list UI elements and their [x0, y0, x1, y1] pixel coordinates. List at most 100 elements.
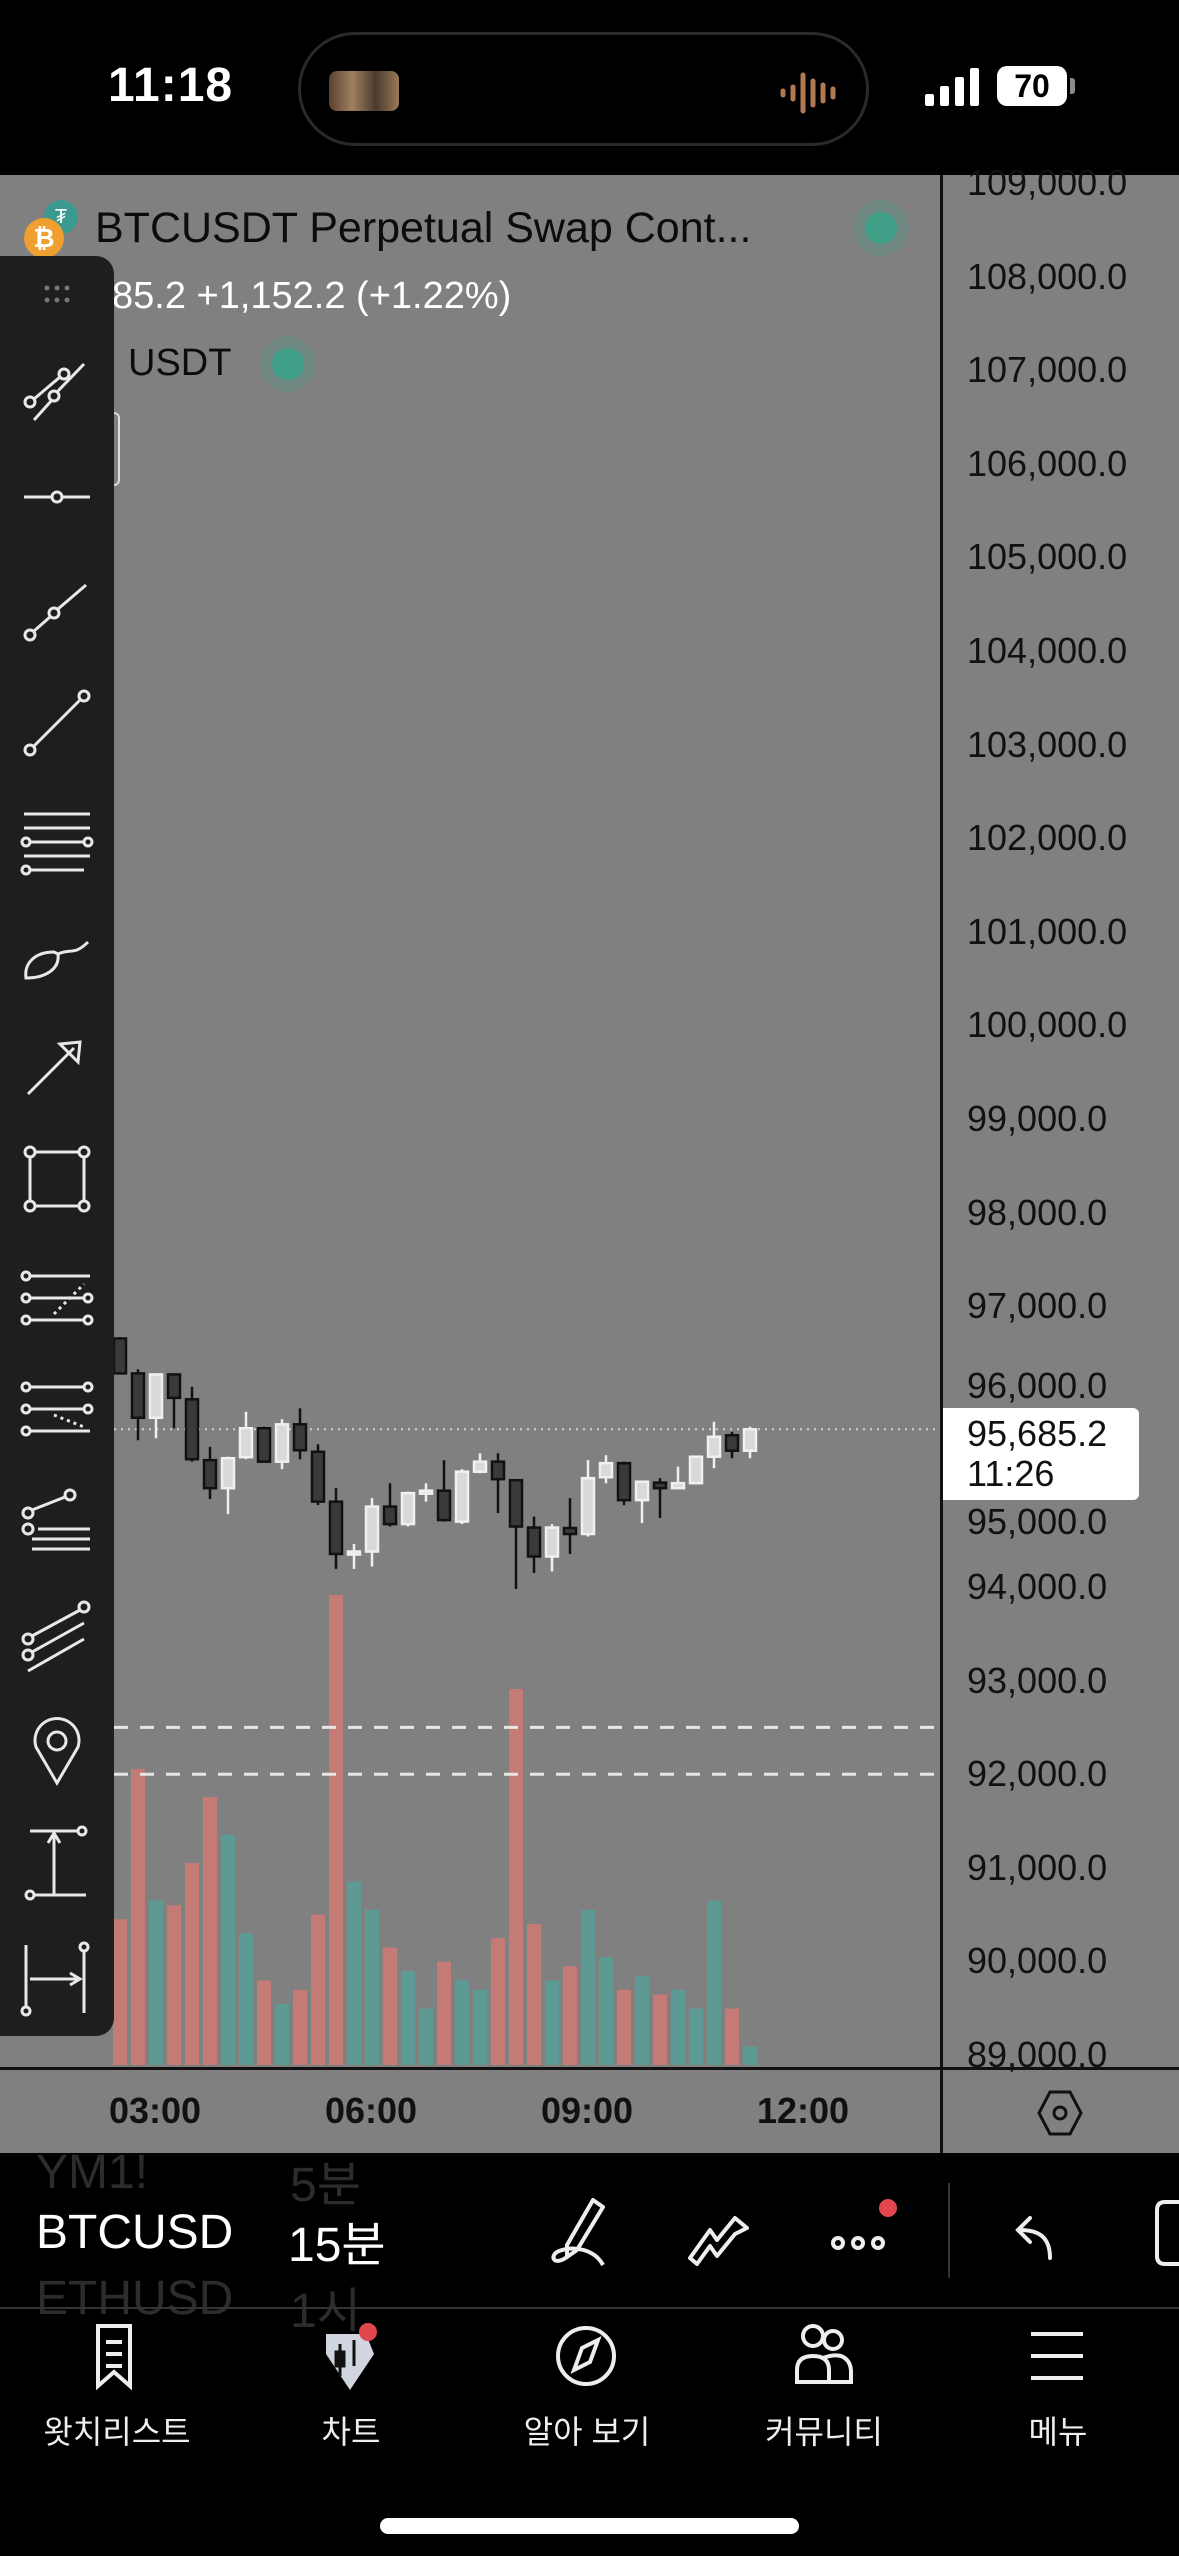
- candle-body: [328, 1500, 344, 1556]
- date-range-icon: [20, 1941, 90, 2017]
- pencil-icon[interactable]: [545, 2195, 615, 2270]
- interval-selector[interactable]: 15분: [288, 2219, 386, 2272]
- price-axis-label: 101,000.0: [967, 910, 1128, 952]
- tool-pitchfork[interactable]: [14, 1479, 100, 1565]
- undo-icon[interactable]: [1010, 2208, 1060, 2268]
- candle-body: [742, 1428, 758, 1452]
- volume-bar: [347, 1881, 361, 2065]
- dynamic-island[interactable]: [298, 32, 869, 146]
- more-options-icon[interactable]: [828, 2193, 900, 2263]
- volume-bar: [635, 1975, 649, 2065]
- tool-fib-retracement[interactable]: [14, 1254, 100, 1340]
- tool-pin[interactable]: [14, 1707, 100, 1793]
- drawing-toolbar: [0, 256, 114, 2036]
- tab-label: 차트: [321, 2414, 381, 2450]
- candle-body: [130, 1372, 146, 1420]
- candle-body: [544, 1526, 560, 1558]
- price-axis-label: 97,000.0: [967, 1285, 1108, 1327]
- alert-clock-icon[interactable]: [272, 348, 304, 380]
- tool-drag-handle[interactable]: [14, 251, 100, 337]
- price-axis-label: 91,000.0: [967, 1846, 1108, 1888]
- symbol-prev[interactable]: YM1!: [36, 2146, 149, 2199]
- volume-bar: [383, 1947, 397, 2065]
- tab-label: 메뉴: [1028, 2414, 1088, 2450]
- volume-bar: [473, 1989, 487, 2065]
- volume-bar: [257, 1980, 271, 2065]
- tool-line-segment[interactable]: [14, 680, 100, 766]
- symbol-title[interactable]: BTCUSDT Perpetual Swap Cont...: [95, 204, 752, 252]
- tool-rectangle[interactable]: [14, 1136, 100, 1222]
- audio-waveform-icon: [780, 72, 836, 114]
- tab-watchlist[interactable]: 왓치리스트: [17, 2320, 217, 2453]
- compass-icon: [556, 2326, 616, 2386]
- tool-fib-extension[interactable]: [14, 1365, 100, 1451]
- candle-body: [436, 1489, 452, 1522]
- candle-body: [238, 1427, 254, 1459]
- tool-horizontal-ray[interactable]: [14, 454, 100, 540]
- fullscreen-icon[interactable]: [1145, 2198, 1179, 2268]
- tab-label: 커뮤니티: [765, 2414, 883, 2450]
- horizontal-ray-icon: [24, 490, 90, 504]
- tool-date-range[interactable]: [14, 1935, 100, 2021]
- price-axis-label: 104,000.0: [967, 630, 1128, 671]
- candle-body: [526, 1526, 542, 1558]
- price-axis-label: 105,000.0: [967, 536, 1128, 578]
- volume-bar: [509, 1689, 523, 2065]
- tool-parallel-channel[interactable]: [14, 1593, 100, 1679]
- volume-bar: [689, 2008, 703, 2065]
- candle-body: [256, 1427, 272, 1463]
- candle-body: [202, 1458, 218, 1490]
- current-price-label: 95,685.2 11:26: [943, 1408, 1139, 1500]
- tool-trend-line[interactable]: [14, 344, 100, 430]
- interval-next[interactable]: 1시: [290, 2285, 361, 2338]
- time-axis-label: 06:00: [324, 2090, 418, 2131]
- watchlist-icon: [96, 2324, 132, 2391]
- volume-bar: [203, 1797, 217, 2065]
- price-chart[interactable]: [0, 175, 941, 2068]
- candle-body: [652, 1481, 668, 1490]
- chart-settings-icon[interactable]: [1035, 2088, 1085, 2138]
- interval-prev[interactable]: 5분: [290, 2159, 361, 2212]
- tab-chart[interactable]: 차트: [251, 2320, 451, 2453]
- tool-parallel-lines[interactable]: [14, 794, 100, 880]
- candle-body: [490, 1460, 506, 1481]
- candle-body: [166, 1373, 182, 1400]
- tab-compass[interactable]: 알아 보기: [487, 2320, 687, 2453]
- candle-body: [400, 1491, 416, 1526]
- status-bar: 11:18 70: [0, 0, 1179, 175]
- volume-bar: [581, 1909, 595, 2065]
- parallel-channel-icon: [21, 1600, 91, 1673]
- volume-bar: [311, 1914, 325, 2065]
- cellular-signal-icon: [925, 68, 979, 106]
- symbol-next[interactable]: ETHUSD: [36, 2272, 234, 2325]
- tool-brush[interactable]: [14, 908, 100, 994]
- candle-body: [706, 1435, 722, 1458]
- price-axis-label: 106,000.0: [967, 442, 1128, 484]
- tab-label: 알아 보기: [523, 2414, 651, 2450]
- rectangle-icon: [23, 1145, 91, 1213]
- tab-menu[interactable]: 메뉴: [958, 2320, 1158, 2453]
- market-status-dot[interactable]: [865, 212, 897, 244]
- candle-body: [346, 1550, 362, 1556]
- home-indicator[interactable]: [380, 2518, 799, 2534]
- volume-bar: [239, 1933, 253, 2065]
- price-axis-label: 96,000.0: [967, 1365, 1108, 1406]
- volume-bar: [653, 1994, 667, 2065]
- price-axis-label: 92,000.0: [967, 1753, 1108, 1795]
- tab-bar-divider: [0, 2307, 1179, 2309]
- tool-ray[interactable]: [14, 569, 100, 655]
- tab-label: 왓치리스트: [43, 2414, 191, 2450]
- tool-price-range[interactable]: [14, 1821, 100, 1907]
- indicators-icon[interactable]: [685, 2208, 755, 2268]
- volume-bar: [725, 2008, 739, 2065]
- price-axis-label: 95,000.0: [967, 1501, 1108, 1542]
- symbol-selector[interactable]: BTCUSD: [36, 2206, 234, 2259]
- tab-community[interactable]: 커뮤니티: [724, 2320, 924, 2453]
- volume-bar: [419, 2008, 433, 2065]
- tool-arrow[interactable]: [14, 1022, 100, 1108]
- candle-body: [724, 1434, 740, 1452]
- candle-body: [454, 1470, 470, 1523]
- chart-area[interactable]: [0, 175, 1179, 2153]
- volume-bar: [365, 1909, 379, 2065]
- candle-body: [634, 1480, 650, 1502]
